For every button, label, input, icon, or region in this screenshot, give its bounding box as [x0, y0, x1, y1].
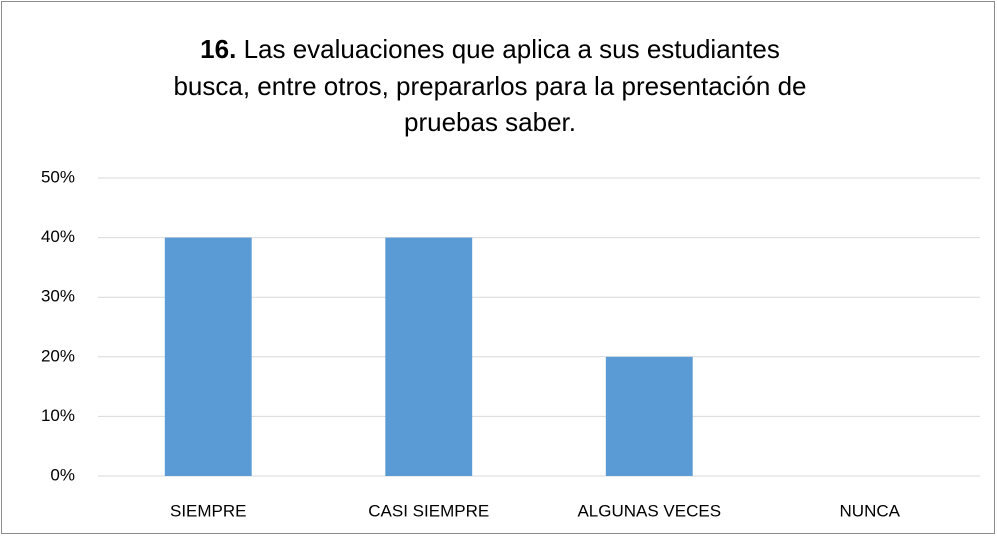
bar	[605, 356, 693, 476]
y-tick-label: 20%	[41, 346, 75, 365]
x-tick-label: NUNCA	[840, 501, 901, 520]
y-tick-label: 0%	[50, 465, 75, 484]
bar	[385, 237, 473, 476]
title-line: pruebas saber.	[404, 107, 576, 137]
y-tick-label: 50%	[41, 167, 75, 186]
y-tick-label: 10%	[41, 406, 75, 425]
chart-title: 16. Las evaluaciones que aplica a sus es…	[200, 34, 780, 64]
title-number: 16.	[200, 34, 236, 64]
x-tick-label: SIEMPRE	[170, 501, 247, 520]
y-tick-label: 30%	[41, 287, 75, 306]
x-tick-label: ALGUNAS VECES	[577, 501, 721, 520]
title-line: Las evaluaciones que aplica a sus estudi…	[244, 34, 780, 64]
x-tick-label: CASI SIEMPRE	[368, 501, 489, 520]
title-line: busca, entre otros, prepararlos para la …	[173, 71, 806, 101]
bar	[164, 237, 252, 476]
y-tick-label: 40%	[41, 227, 75, 246]
